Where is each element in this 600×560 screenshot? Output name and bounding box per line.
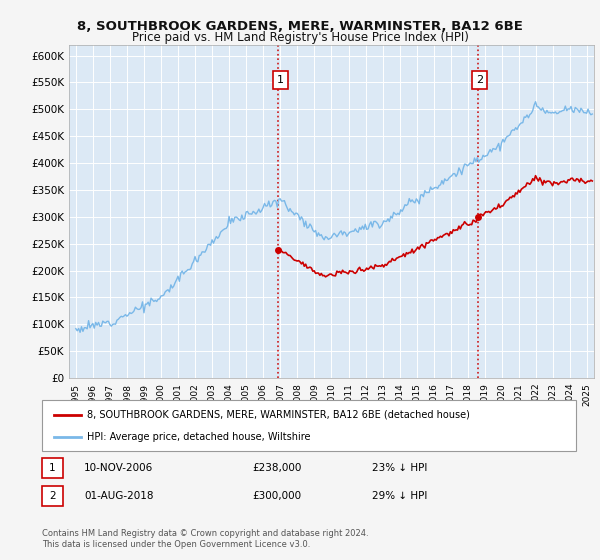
Text: 8, SOUTHBROOK GARDENS, MERE, WARMINSTER, BA12 6BE: 8, SOUTHBROOK GARDENS, MERE, WARMINSTER,… — [77, 20, 523, 32]
Text: 10-NOV-2006: 10-NOV-2006 — [84, 463, 153, 473]
Text: 01-AUG-2018: 01-AUG-2018 — [84, 491, 154, 501]
Text: 1: 1 — [277, 74, 284, 85]
Text: 29% ↓ HPI: 29% ↓ HPI — [372, 491, 427, 501]
Text: 1: 1 — [49, 463, 56, 473]
Text: 8, SOUTHBROOK GARDENS, MERE, WARMINSTER, BA12 6BE (detached house): 8, SOUTHBROOK GARDENS, MERE, WARMINSTER,… — [87, 409, 470, 419]
Text: 2: 2 — [49, 491, 56, 501]
Text: 23% ↓ HPI: 23% ↓ HPI — [372, 463, 427, 473]
Text: Contains HM Land Registry data © Crown copyright and database right 2024.
This d: Contains HM Land Registry data © Crown c… — [42, 529, 368, 549]
Text: Price paid vs. HM Land Registry's House Price Index (HPI): Price paid vs. HM Land Registry's House … — [131, 31, 469, 44]
Text: £300,000: £300,000 — [252, 491, 301, 501]
Text: HPI: Average price, detached house, Wiltshire: HPI: Average price, detached house, Wilt… — [87, 432, 311, 442]
Text: 2: 2 — [476, 74, 484, 85]
Text: £238,000: £238,000 — [252, 463, 301, 473]
